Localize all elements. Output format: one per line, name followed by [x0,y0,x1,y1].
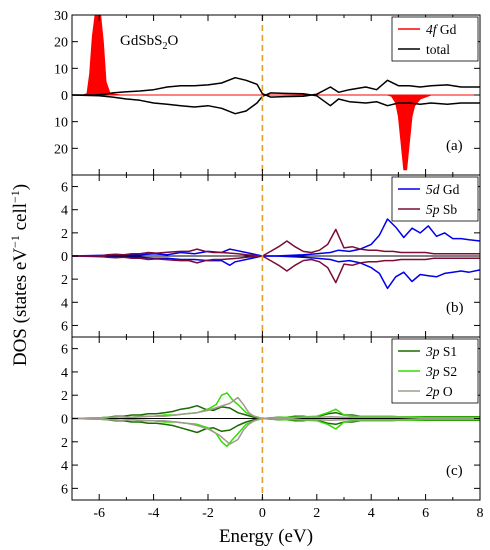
y-tick-label: 6 [61,343,68,358]
legend-box [391,16,479,62]
panel-frame [71,336,481,501]
legend-label: 2p O [426,384,453,399]
legend-element: S2 [440,364,458,379]
series-total-up [72,76,480,98]
x-tick-label: 4 [368,506,375,521]
y-axis-title-sup2: −1 [8,190,22,203]
x-tick-label: -2 [202,506,214,521]
x-tick-labels: -6 -4 -2 0 2 4 6 8 [93,506,483,521]
series-5p-sb-down [72,255,480,284]
y-tick-label: 10 [54,62,68,77]
legend-orbital: 5d [426,182,440,197]
y-tick-label: 20 [54,36,68,51]
legend-element: Gd [437,22,457,37]
x-tick-label: -6 [93,506,105,521]
legend-element: O [440,384,453,399]
y-tick-label: 6 [61,319,68,334]
series-5d-gd-down [71,255,481,290]
x-axis-title: Energy (eV) [219,526,313,547]
y-axis-title-post: ) [10,184,31,190]
legend-element: total [426,42,450,57]
y-tick-label: 4 [61,296,68,311]
series-total-down [71,92,480,115]
legend-orbital: 2p [426,384,440,399]
legend-element: Sb [440,202,458,217]
legend-orbital: 4f [426,22,439,37]
y-tick-label: 2 [61,273,68,288]
legend-label: total [426,42,450,57]
y-tick-label: 6 [61,482,68,497]
y-axis-title-mid: cell [10,203,31,235]
legend-element: Gd [440,182,460,197]
x-tick-label: 2 [313,506,320,521]
y-tick-label: 10 [54,116,68,131]
legend-box [391,176,479,222]
y-tick-label: 0 [61,250,68,265]
legend-label: 5p Sb [426,202,457,217]
x-tick-label: 0 [259,506,266,521]
series-5p-sb-up [72,228,480,257]
compound-label: GdSbS2O [120,33,179,52]
y-tick-label: 2 [61,436,68,451]
series-2p-o-up [71,396,480,420]
y-axis-title: DOS (states eV−1 cell−1) [8,184,31,366]
legend-element: S1 [440,344,458,359]
legend-label: 4f Gd [426,22,457,37]
series-4f-gd-down [72,94,480,171]
legend-orbital: 3p [425,364,440,379]
panel-a: 30 20 10 0 10 20 (a) 4f Gd total [54,9,481,176]
y-axis-title-pre: DOS (states eV [10,248,31,366]
y-tick-label: 4 [61,204,68,219]
x-tick-label: 6 [422,506,429,521]
y-tick-label: 6 [61,181,68,196]
compound-sub: 2 [163,41,168,52]
x-tick-label: 8 [477,506,484,521]
y-tick-label: 4 [61,366,68,381]
y-axis-title-sup1: −1 [8,235,22,248]
legend-label: 3p S1 [425,344,457,359]
x-tick-label: -4 [148,506,160,521]
panel-letter: (c) [446,463,463,479]
y-tick-label: 20 [54,142,68,157]
legend-label: 3p S2 [425,364,457,379]
series-5d-gd-up [71,218,481,257]
panel-letter: (a) [446,138,463,154]
y-tick-label: 0 [61,413,68,428]
y-tick-label: 2 [61,389,68,404]
legend-orbital: 3p [425,344,440,359]
compound-base: GdSbS [120,33,163,49]
y-tick-label: 30 [54,9,68,24]
y-tick-label: 2 [61,227,68,242]
compound-tail: O [168,33,179,49]
panel-letter: (b) [446,300,464,316]
legend-label: 5d Gd [426,182,460,197]
legend: 4f Gd total [391,16,479,62]
series-2p-o-down [71,417,480,445]
legend-orbital: 5p [426,202,440,217]
y-tick-label: 4 [61,459,68,474]
y-tick-label: 0 [61,89,68,104]
